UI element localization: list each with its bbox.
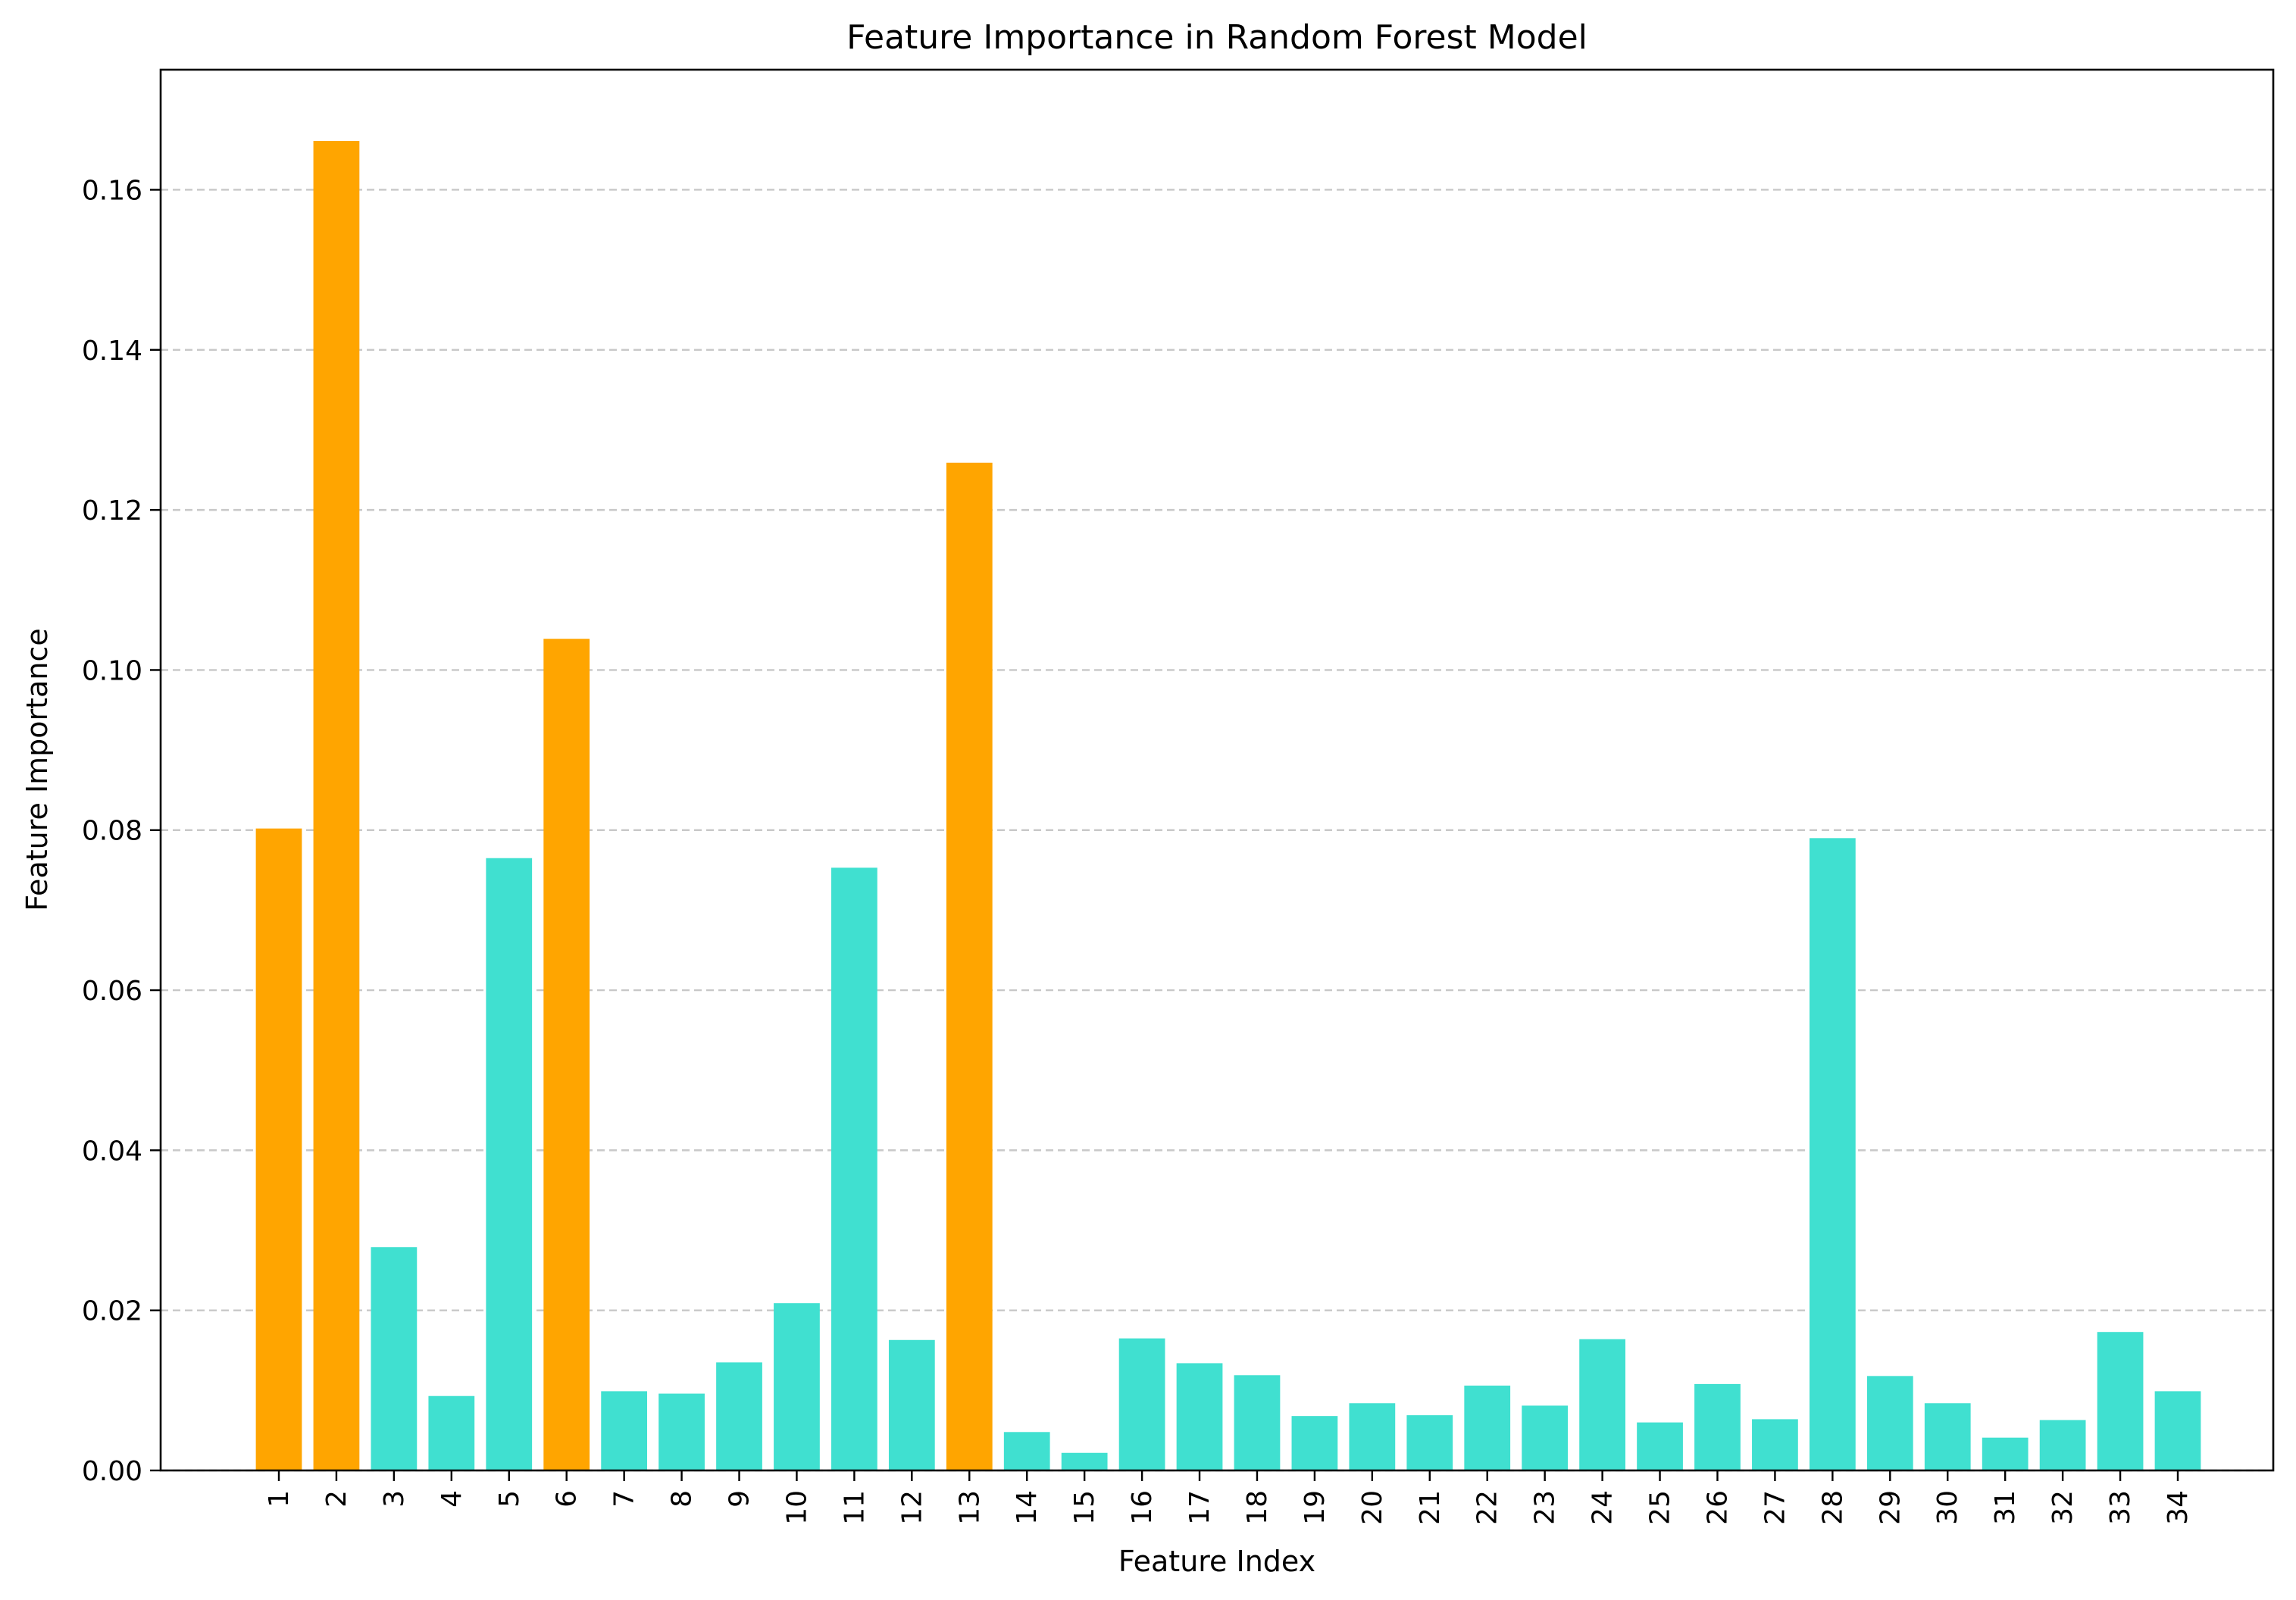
bar-feature-25 bbox=[1637, 1422, 1683, 1470]
x-tick-label: 28 bbox=[1817, 1490, 1848, 1525]
x-tick-label: 1 bbox=[264, 1490, 295, 1508]
chart-title: Feature Importance in Random Forest Mode… bbox=[846, 18, 1587, 57]
bar-feature-8 bbox=[658, 1393, 705, 1470]
x-tick-label: 25 bbox=[1645, 1490, 1676, 1525]
bar-feature-14 bbox=[1003, 1432, 1050, 1470]
x-tick-label: 24 bbox=[1587, 1490, 1619, 1525]
bar-feature-5 bbox=[486, 858, 533, 1470]
bar-feature-9 bbox=[716, 1362, 762, 1470]
y-tick-label: 0.02 bbox=[82, 1296, 142, 1327]
bar-feature-7 bbox=[601, 1391, 648, 1470]
bar-feature-19 bbox=[1291, 1416, 1338, 1470]
plot-frame bbox=[159, 68, 2275, 1472]
y-tick-label: 0.10 bbox=[82, 655, 142, 686]
bar-feature-21 bbox=[1406, 1415, 1453, 1470]
x-tick-label: 10 bbox=[781, 1490, 812, 1525]
x-tick-label: 14 bbox=[1012, 1490, 1043, 1525]
bar-feature-22 bbox=[1464, 1386, 1511, 1470]
x-tick-label: 30 bbox=[1932, 1490, 1963, 1525]
bar-feature-3 bbox=[371, 1247, 418, 1470]
x-tick-label: 11 bbox=[839, 1490, 870, 1525]
bar-feature-15 bbox=[1061, 1452, 1108, 1470]
y-tick-label: 0.16 bbox=[82, 175, 142, 206]
bar-feature-20 bbox=[1349, 1403, 1396, 1470]
bar-feature-12 bbox=[888, 1339, 935, 1470]
x-tick-label: 6 bbox=[552, 1490, 583, 1508]
bar-feature-27 bbox=[1752, 1419, 1798, 1470]
x-tick-label: 5 bbox=[494, 1490, 525, 1508]
y-axis-ticks: 0.00 0.02 0.04 0.06 0.08 0.10 0.12 0.14 0.16 bbox=[82, 175, 161, 1487]
x-tick-label: 15 bbox=[1069, 1490, 1100, 1525]
bar-feature-31 bbox=[1982, 1437, 2029, 1470]
x-axis-label: Feature Index bbox=[1118, 1545, 1315, 1578]
x-tick-label: 31 bbox=[1990, 1490, 2021, 1525]
x-tick-label: 3 bbox=[379, 1490, 410, 1508]
x-tick-label: 13 bbox=[954, 1490, 985, 1525]
bar-feature-6 bbox=[543, 639, 590, 1470]
x-tick-label: 9 bbox=[724, 1490, 755, 1508]
x-tick-label: 8 bbox=[667, 1490, 698, 1508]
bar-feature-29 bbox=[1866, 1376, 1913, 1470]
y-axis-label: Feature Importance bbox=[20, 628, 54, 911]
x-tick-label: 29 bbox=[1875, 1490, 1906, 1525]
y-tick-label: 0.00 bbox=[82, 1456, 142, 1487]
x-tick-label: 21 bbox=[1415, 1490, 1446, 1525]
x-tick-label: 26 bbox=[1702, 1490, 1733, 1525]
bar-feature-32 bbox=[2039, 1420, 2086, 1470]
bar-feature-16 bbox=[1118, 1338, 1165, 1470]
x-tick-label: 18 bbox=[1242, 1490, 1273, 1525]
x-tick-label: 4 bbox=[436, 1490, 468, 1508]
x-tick-label: 32 bbox=[2047, 1490, 2079, 1525]
x-tick-label: 22 bbox=[1472, 1490, 1503, 1525]
x-tick-label: 34 bbox=[2163, 1490, 2194, 1525]
bars bbox=[255, 141, 2201, 1470]
x-tick-label: 19 bbox=[1300, 1490, 1331, 1525]
bar-feature-11 bbox=[831, 867, 877, 1470]
x-tick-label: 23 bbox=[1530, 1490, 1561, 1525]
bar-feature-34 bbox=[2154, 1391, 2201, 1470]
x-tick-label: 17 bbox=[1184, 1490, 1215, 1525]
bar-feature-26 bbox=[1694, 1383, 1741, 1470]
bar-feature-33 bbox=[2097, 1332, 2144, 1470]
x-tick-label: 27 bbox=[1760, 1490, 1791, 1525]
grid-lines bbox=[161, 189, 2273, 1472]
bar-feature-23 bbox=[1522, 1405, 1569, 1470]
y-tick-label: 0.14 bbox=[82, 336, 142, 367]
y-tick-label: 0.06 bbox=[82, 976, 142, 1007]
x-tick-label: 2 bbox=[321, 1490, 352, 1508]
bar-feature-4 bbox=[428, 1395, 475, 1470]
y-tick-label: 0.12 bbox=[82, 495, 142, 527]
x-axis-ticks: 1 2 3 4 5 6 7 8 9 10 11 12 13 14 15 16 17 18 19 20 21 22 23 24 2… bbox=[264, 1470, 2194, 1525]
x-tick-label: 7 bbox=[609, 1490, 640, 1508]
bar-feature-1 bbox=[255, 828, 302, 1470]
x-tick-label: 20 bbox=[1357, 1490, 1388, 1525]
bar-feature-30 bbox=[1924, 1403, 1971, 1470]
bar-feature-10 bbox=[774, 1303, 820, 1470]
y-tick-label: 0.04 bbox=[82, 1136, 142, 1167]
x-tick-label: 16 bbox=[1127, 1490, 1158, 1525]
bar-feature-2 bbox=[313, 141, 360, 1470]
x-tick-label: 33 bbox=[2105, 1490, 2136, 1525]
bar-feature-24 bbox=[1579, 1339, 1625, 1470]
bar-feature-17 bbox=[1176, 1363, 1223, 1470]
x-tick-label: 12 bbox=[896, 1490, 927, 1525]
y-tick-label: 0.08 bbox=[82, 816, 142, 847]
bar-feature-18 bbox=[1234, 1375, 1281, 1470]
bar-feature-13 bbox=[946, 462, 993, 1470]
bar-feature-28 bbox=[1809, 838, 1856, 1470]
